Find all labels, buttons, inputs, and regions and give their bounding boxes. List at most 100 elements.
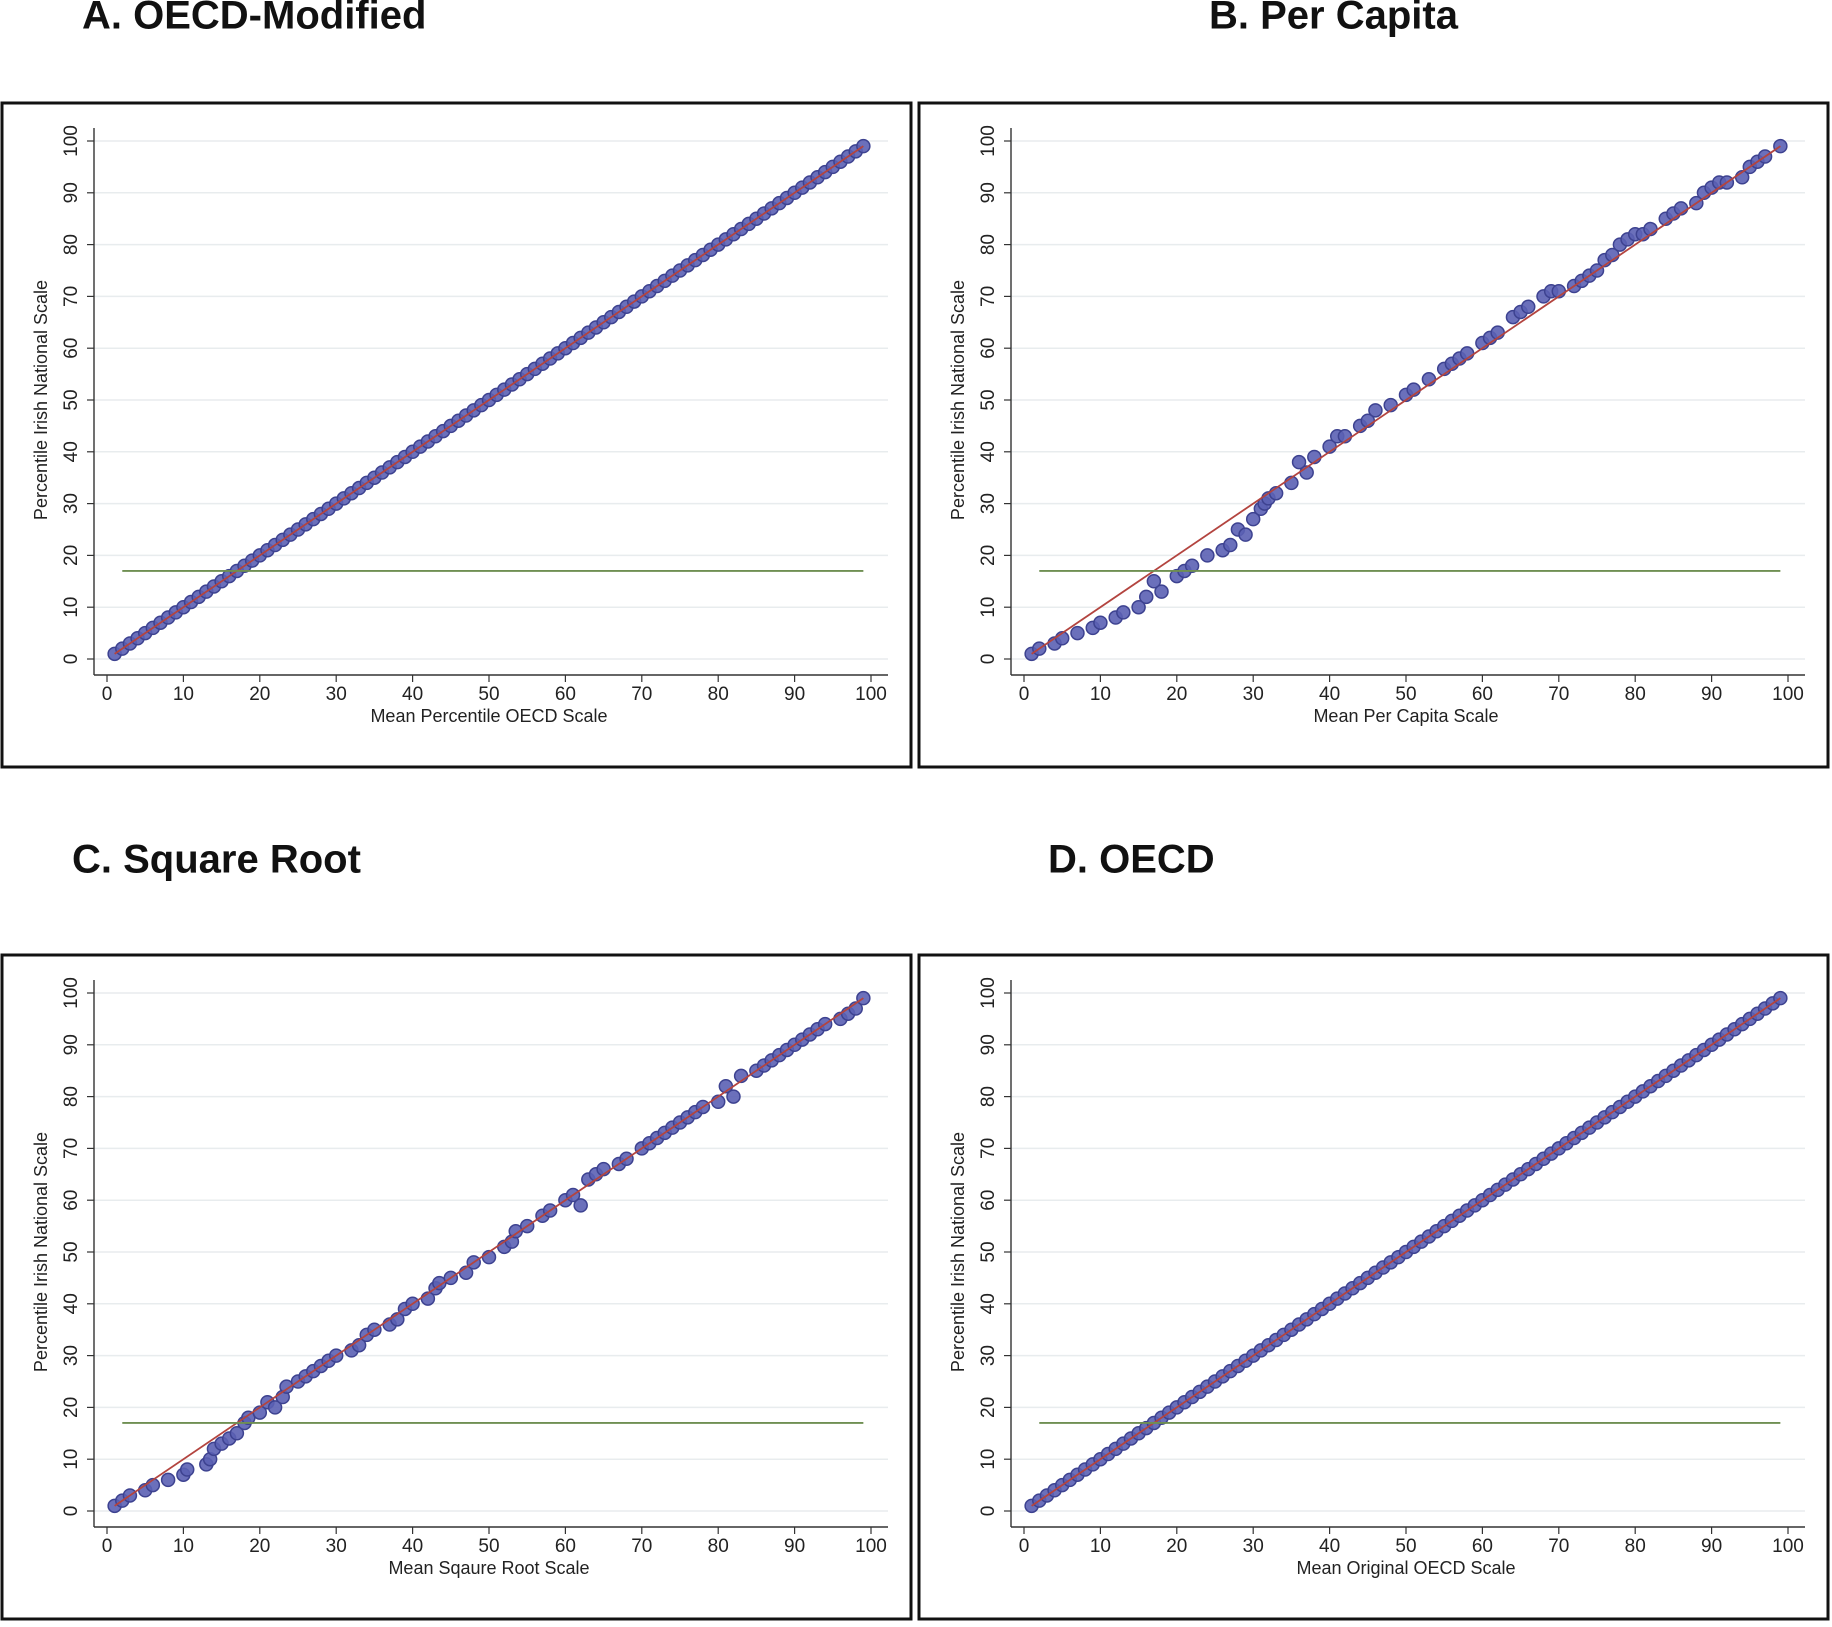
y-tick-label: 80 bbox=[61, 234, 82, 255]
point bbox=[1093, 615, 1108, 630]
y-tick-label: 0 bbox=[61, 654, 82, 665]
point bbox=[179, 1462, 195, 1477]
y-axis-title: Percentile Irish National Scale bbox=[948, 1132, 968, 1372]
reference-line bbox=[114, 145, 864, 655]
x-tick-label: 100 bbox=[855, 684, 887, 705]
y-tick-label: 50 bbox=[61, 389, 82, 410]
y-tick-label: 70 bbox=[61, 1138, 82, 1159]
y-tick-label: 20 bbox=[61, 545, 82, 566]
panel-title: C. Square Root bbox=[72, 838, 361, 882]
point bbox=[573, 1198, 588, 1213]
y-axis-title: Percentile Irish National Scale bbox=[31, 1132, 51, 1372]
x-tick-label: 20 bbox=[249, 1536, 270, 1557]
y-tick-label: 90 bbox=[61, 1034, 82, 1055]
y-tick-label: 30 bbox=[978, 493, 999, 514]
x-tick-label: 70 bbox=[1548, 1536, 1569, 1557]
point bbox=[1154, 584, 1169, 599]
y-tick-label: 70 bbox=[978, 1138, 999, 1159]
x-tick-label: 0 bbox=[102, 1536, 113, 1557]
y-tick-label: 60 bbox=[978, 1190, 999, 1211]
x-tick-label: 90 bbox=[1701, 1536, 1722, 1557]
point bbox=[1184, 558, 1200, 574]
point bbox=[267, 1400, 283, 1415]
point bbox=[1116, 605, 1131, 620]
y-tick-label: 40 bbox=[61, 1293, 82, 1314]
y-tick-label: 60 bbox=[61, 338, 82, 359]
y-tick-label: 10 bbox=[978, 1449, 999, 1470]
x-tick-label: 40 bbox=[1319, 1536, 1340, 1557]
x-tick-label: 30 bbox=[1243, 684, 1264, 705]
point bbox=[1368, 403, 1383, 418]
y-axis-title: Percentile Irish National Scale bbox=[948, 280, 968, 520]
point bbox=[1291, 454, 1307, 470]
point bbox=[1245, 511, 1261, 527]
point bbox=[1200, 548, 1215, 563]
point bbox=[726, 1089, 741, 1104]
y-tick-label: 70 bbox=[61, 286, 82, 307]
y-tick-label: 80 bbox=[61, 1086, 82, 1107]
reference-line bbox=[1031, 145, 1781, 655]
x-tick-label: 40 bbox=[402, 1536, 423, 1557]
x-tick-label: 80 bbox=[1625, 1536, 1646, 1557]
y-tick-label: 90 bbox=[978, 1034, 999, 1055]
x-tick-label: 70 bbox=[1548, 684, 1569, 705]
y-tick-label: 50 bbox=[978, 1241, 999, 1262]
point bbox=[1146, 574, 1162, 589]
y-tick-label: 10 bbox=[61, 1449, 82, 1470]
x-axis-title: Mean Percentile OECD Scale bbox=[370, 706, 607, 726]
x-tick-label: 40 bbox=[1319, 684, 1340, 705]
point bbox=[1138, 589, 1154, 605]
y-tick-label: 60 bbox=[61, 1190, 82, 1211]
y-tick-label: 40 bbox=[978, 1293, 999, 1314]
point bbox=[160, 1472, 176, 1488]
point bbox=[1520, 299, 1536, 315]
x-tick-label: 80 bbox=[708, 684, 729, 705]
x-tick-label: 0 bbox=[1019, 684, 1030, 705]
y-tick-label: 80 bbox=[978, 1086, 999, 1107]
x-tick-label: 70 bbox=[631, 684, 652, 705]
x-tick-label: 80 bbox=[1625, 684, 1646, 705]
reference-line bbox=[114, 997, 864, 1507]
y-tick-label: 100 bbox=[978, 125, 999, 157]
point bbox=[1238, 527, 1253, 542]
x-tick-label: 60 bbox=[555, 1536, 576, 1557]
x-tick-label: 50 bbox=[478, 1536, 499, 1557]
y-tick-label: 20 bbox=[978, 545, 999, 566]
x-tick-label: 40 bbox=[402, 684, 423, 705]
x-axis-title: Mean Sqaure Root Scale bbox=[388, 1558, 589, 1578]
y-tick-label: 0 bbox=[978, 1506, 999, 1517]
y-tick-label: 100 bbox=[61, 125, 82, 157]
y-tick-label: 60 bbox=[978, 338, 999, 359]
x-tick-label: 10 bbox=[173, 1536, 194, 1557]
y-axis-title: Percentile Irish National Scale bbox=[31, 280, 51, 520]
y-tick-label: 100 bbox=[61, 977, 82, 1009]
y-tick-label: 10 bbox=[61, 597, 82, 618]
panel-title: A. OECD-Modified bbox=[82, 0, 426, 38]
x-tick-label: 90 bbox=[1701, 684, 1722, 705]
y-tick-label: 0 bbox=[61, 1506, 82, 1517]
y-tick-label: 20 bbox=[61, 1397, 82, 1418]
point bbox=[1070, 625, 1085, 641]
y-tick-label: 30 bbox=[61, 493, 82, 514]
y-tick-label: 20 bbox=[978, 1397, 999, 1418]
x-tick-label: 20 bbox=[1166, 1536, 1187, 1557]
x-tick-label: 30 bbox=[1243, 1536, 1264, 1557]
point bbox=[1223, 537, 1238, 553]
y-tick-label: 30 bbox=[978, 1345, 999, 1366]
y-tick-label: 10 bbox=[978, 597, 999, 618]
y-tick-label: 0 bbox=[978, 654, 999, 665]
y-tick-label: 90 bbox=[61, 182, 82, 203]
panel-title: B. Per Capita bbox=[1209, 0, 1459, 38]
x-tick-label: 60 bbox=[555, 684, 576, 705]
x-tick-label: 100 bbox=[1772, 1536, 1804, 1557]
x-tick-label: 50 bbox=[1395, 1536, 1416, 1557]
point bbox=[229, 1426, 245, 1441]
x-tick-label: 0 bbox=[1019, 1536, 1030, 1557]
reference-line bbox=[1031, 997, 1781, 1507]
x-axis-title: Mean Per Capita Scale bbox=[1313, 706, 1498, 726]
x-tick-label: 100 bbox=[855, 1536, 887, 1557]
x-tick-label: 70 bbox=[631, 1536, 652, 1557]
x-tick-label: 80 bbox=[708, 1536, 729, 1557]
